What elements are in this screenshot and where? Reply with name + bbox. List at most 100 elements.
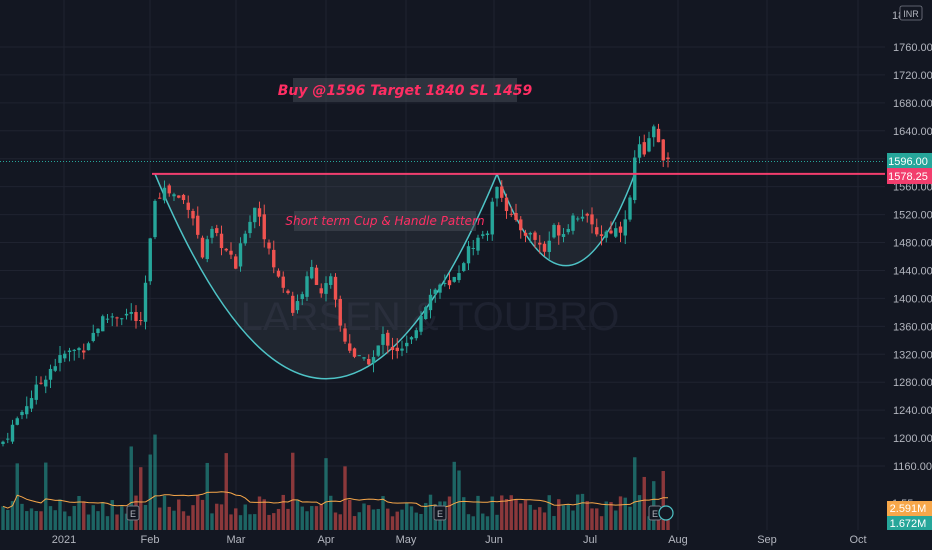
volume-bar [409,506,414,530]
candle-body [53,366,57,371]
candle-body [210,228,214,238]
candle-body [101,316,105,332]
volume-bar [343,466,347,530]
candle-body [286,290,290,294]
price-axis-tick: 1160.00 [893,461,932,473]
candle-body [243,233,247,244]
candle-body [661,139,665,161]
candle-body [224,248,228,251]
candle-body [647,138,651,152]
volume-bar [376,508,380,530]
volume-bar [414,512,418,530]
candle-body [39,382,43,384]
volume-bar [542,512,547,530]
volume-bar [590,508,594,530]
candle-body [609,230,613,234]
candle-body [72,349,76,351]
volume-bar [139,467,143,530]
volume-ma-line [2,491,668,509]
candle-body [58,355,62,363]
price-axis-tick: 1440.00 [893,265,932,277]
volume-bar [424,502,428,530]
candle-body [585,213,589,216]
candle-body [428,294,433,311]
volume-bar [495,514,499,530]
volume-bar [86,514,91,530]
candle-body [633,157,637,201]
volume-bar [647,516,651,530]
time-axis[interactable] [0,530,885,550]
time-axis-tick: Aug [668,534,688,546]
time-axis-tick: Oct [849,534,866,546]
currency-badge[interactable]: INR [899,5,923,21]
volume-bar [362,503,366,530]
candle-body [376,345,380,356]
volume-bar [29,508,34,530]
volume-bar [196,494,200,530]
candle-body [566,228,570,233]
currency-badge-text: INR [903,9,919,19]
price-axis[interactable] [885,0,932,530]
candle-body [362,357,366,359]
candle-body [471,247,475,249]
volume-bar [305,511,309,530]
volume-bar [538,507,542,530]
volume-bar [215,503,219,530]
volume-bar [319,503,323,530]
candle-body [262,214,266,240]
candle-body [200,237,205,258]
volume-bar [58,499,62,530]
volume-bar [338,514,342,530]
candle-body [6,438,10,440]
candle-body [443,283,447,285]
candle-body [177,195,181,198]
candle-body [191,210,195,219]
pattern-label[interactable]: Short term Cup & Handle Pattern [285,211,485,231]
candle-body [519,219,523,231]
candle-body [48,368,53,380]
price-axis-tick: 1680.00 [893,98,932,110]
volume-bar [395,511,399,530]
candle-body [196,215,200,235]
candle-body [481,234,485,236]
time-axis-tick: Jul [583,534,597,546]
volume-bar [300,506,304,530]
candle-body [424,307,428,320]
volume-bar [6,509,10,530]
earnings-marker-label: E [130,509,136,519]
candle-body [666,157,670,160]
candle-body [538,242,542,245]
scroll-to-realtime[interactable] [658,505,674,521]
candle-body [124,313,129,316]
volume-bar [129,446,133,530]
candle-body [542,243,547,252]
candle-body [110,316,114,318]
volume-bar [34,510,38,530]
candle-body [281,276,285,288]
candle-body [295,301,300,311]
grid-lines [0,0,885,530]
candle-body [623,219,627,236]
trade-call-label[interactable]: Buy @1596 Target 1840 SL 1459 [278,78,533,102]
volume-bar [267,514,271,530]
candle-body [642,142,646,155]
candle-body [656,128,661,143]
time-axis-tick: Mar [227,534,246,546]
candle-body [77,348,81,351]
volume-bar [500,495,504,530]
volume-bar [419,513,423,530]
earnings-marker-icon [433,505,447,521]
volume-bar [642,476,646,530]
volume-bar [447,496,452,530]
candle-body [172,194,176,197]
candle-body [371,357,376,363]
volume-bar [105,516,110,530]
volume-bar [200,499,205,530]
candle-body [500,186,504,198]
price-axis-tick: 1480.00 [893,238,932,250]
candle-body [509,213,513,215]
volume-bar [96,511,100,530]
earnings-marker-label: E [437,509,443,519]
